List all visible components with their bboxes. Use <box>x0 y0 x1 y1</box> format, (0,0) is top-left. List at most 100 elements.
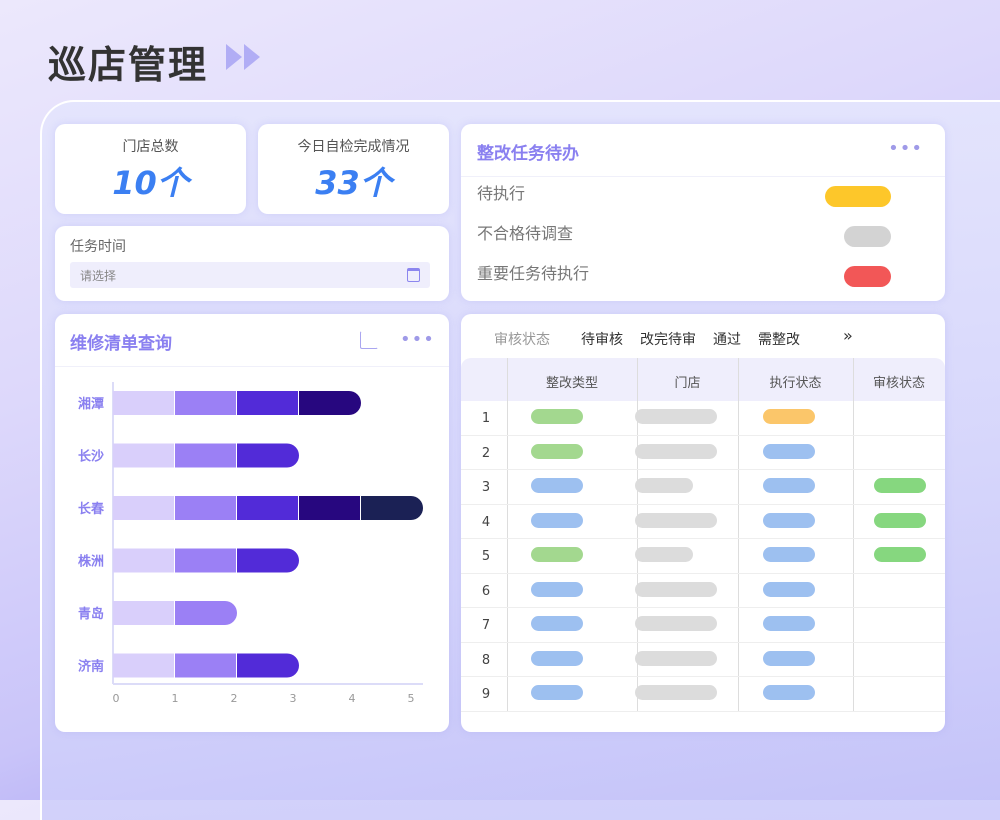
row-index: 9 <box>481 687 491 702</box>
repair-chart-card: 维修清单查询 ••• 湘潭 长沙 长春 株洲 青岛 济南 0 1 2 3 4 5 <box>55 314 449 732</box>
todo-status-pill <box>844 266 891 287</box>
more-filters-button[interactable]: » <box>843 326 853 345</box>
exec-status-pill <box>763 616 815 631</box>
store-pill <box>635 478 693 493</box>
date-picker-input[interactable]: 请选择 <box>70 262 430 288</box>
type-pill <box>531 581 583 597</box>
bar-segment <box>237 548 299 573</box>
store-pill <box>635 685 717 700</box>
store-pill <box>635 443 717 459</box>
task-time-label: 任务时间 <box>70 239 126 255</box>
exec-status-pill <box>763 409 815 424</box>
filter-tab[interactable]: 待审核 <box>581 332 623 348</box>
exec-status-pill <box>763 443 815 459</box>
store-pill <box>635 650 717 666</box>
bar-segment <box>113 391 174 415</box>
store-pill <box>635 616 717 631</box>
x-tick-label: 3 <box>290 692 297 705</box>
bar-segment <box>299 391 361 415</box>
bar-segment <box>361 496 423 520</box>
audit-status-pill <box>874 547 926 562</box>
table-row[interactable]: 4 <box>461 505 945 539</box>
exec-status-pill <box>763 512 815 528</box>
audit-status-pill <box>874 478 926 493</box>
calendar-icon[interactable] <box>407 268 420 282</box>
x-tick-label: 5 <box>408 692 415 705</box>
todo-item-label[interactable]: 待执行 <box>477 184 526 203</box>
more-icon[interactable]: ••• <box>888 138 923 159</box>
row-index: 3 <box>481 480 491 495</box>
x-tick-label: 4 <box>349 692 356 705</box>
table-row[interactable]: 5 <box>461 539 945 574</box>
type-pill <box>531 685 583 700</box>
exec-status-pill <box>763 478 815 493</box>
audit-table-card: 审核状态 待审核 改完待审 通过 需整改 » 整改类型 门店 执行状态 审核状态 1 2 3 4 5 6… <box>461 314 945 732</box>
bar-segment <box>237 391 298 415</box>
bar-segment <box>113 601 174 625</box>
bar-segment <box>237 653 299 678</box>
more-icon[interactable]: ••• <box>400 329 435 350</box>
table-row[interactable]: 6 <box>461 574 945 608</box>
audit-status-pill <box>874 512 926 528</box>
bar-segment <box>299 496 360 520</box>
todo-item-label[interactable]: 重要任务待执行 <box>477 264 590 283</box>
bar-segment <box>175 548 236 573</box>
stat-card-stores: 门店总数 10个 <box>55 124 246 214</box>
bar-segment <box>113 548 174 573</box>
page-title: 巡店管理 <box>48 43 209 87</box>
row-index: 5 <box>481 549 491 564</box>
task-time-card: 任务时间 请选择 <box>55 226 449 301</box>
row-index: 1 <box>481 411 491 426</box>
bar-segment <box>175 443 236 468</box>
store-pill <box>635 581 717 597</box>
type-pill <box>531 409 583 424</box>
row-index: 6 <box>481 583 491 599</box>
filter-tab[interactable]: 通过 <box>713 332 741 348</box>
column-header: 整改类型 <box>545 376 598 391</box>
table-row[interactable]: 9 <box>461 677 945 712</box>
category-label: 株洲 <box>78 554 104 570</box>
filter-tab[interactable]: 改完待审 <box>640 332 696 348</box>
column-header: 门店 <box>674 376 701 391</box>
stat-card-selfcheck: 今日自检完成情况 33个 <box>258 124 449 214</box>
exec-status-pill <box>763 547 815 562</box>
bar-segment <box>237 443 299 468</box>
type-pill <box>531 443 583 459</box>
exec-status-pill <box>763 650 815 666</box>
x-tick-label: 1 <box>172 692 179 705</box>
filter-tab[interactable]: 需整改 <box>758 332 800 348</box>
column-header: 审核状态 <box>872 376 925 391</box>
bar-segment <box>175 496 236 520</box>
category-label: 长沙 <box>78 449 104 465</box>
table-row[interactable]: 8 <box>461 643 945 677</box>
type-pill <box>531 650 583 666</box>
export-icon[interactable] <box>360 331 378 349</box>
category-label: 济南 <box>78 659 104 675</box>
todo-item-label[interactable]: 不合格待调查 <box>477 224 574 243</box>
row-index: 7 <box>481 618 491 633</box>
bar-segment <box>175 653 236 678</box>
bar-segment <box>113 496 174 520</box>
forward-arrows-icon <box>226 44 260 70</box>
store-pill <box>635 547 693 562</box>
type-pill <box>531 547 583 562</box>
row-index: 4 <box>481 514 491 530</box>
category-label: 青岛 <box>78 606 104 622</box>
type-pill <box>531 616 583 631</box>
table-row[interactable]: 3 <box>461 470 945 505</box>
bar-segment <box>175 601 237 625</box>
category-label: 长春 <box>78 501 105 517</box>
bar-segment <box>113 653 174 678</box>
bar-segment <box>113 443 174 468</box>
chart-title: 维修清单查询 <box>70 334 172 354</box>
todo-card: 整改任务待办 ••• 待执行不合格待调查 重要任务待执行 <box>461 124 945 301</box>
type-pill <box>531 512 583 528</box>
table-row[interactable]: 1 <box>461 401 945 436</box>
bar-segment <box>237 496 298 520</box>
table-row[interactable]: 2 <box>461 436 945 470</box>
todo-title: 整改任务待办 <box>477 144 579 164</box>
table-row[interactable]: 7 <box>461 608 945 643</box>
bar-segment <box>175 391 236 415</box>
category-label: 湘潭 <box>78 396 104 412</box>
